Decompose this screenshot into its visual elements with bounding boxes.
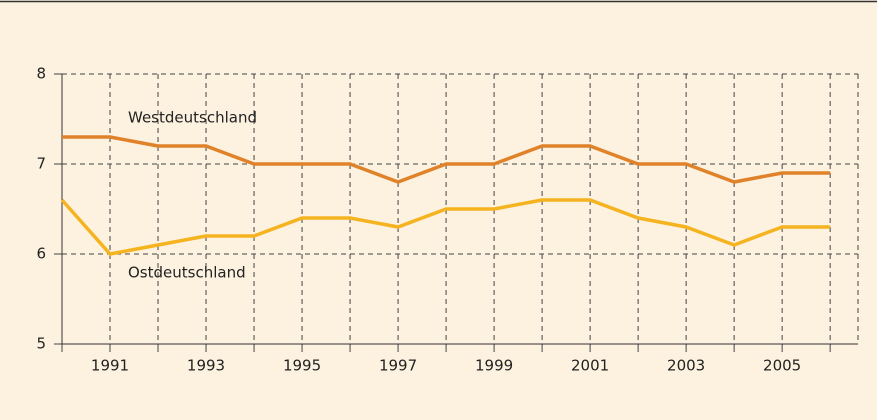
x-tick-label: 1995 (283, 357, 321, 375)
x-tick-label: 2003 (667, 357, 705, 375)
x-tick-label: 1993 (187, 357, 225, 375)
x-tick-label: 1991 (91, 357, 129, 375)
y-tick-label: 7 (36, 155, 46, 173)
x-tick-label: 2005 (763, 357, 801, 375)
series-line (60, 198, 831, 256)
x-tick-label: 1999 (475, 357, 513, 375)
series-label: Westdeutschland (128, 109, 257, 127)
x-tick-label: 2001 (571, 357, 609, 375)
y-tick-label: 6 (36, 245, 46, 263)
series-label: Ostdeutschland (128, 264, 246, 282)
x-tick-label: 1997 (379, 357, 417, 375)
y-tick-label: 8 (36, 65, 46, 83)
series-line (62, 135, 831, 184)
y-tick-label: 5 (36, 335, 46, 353)
